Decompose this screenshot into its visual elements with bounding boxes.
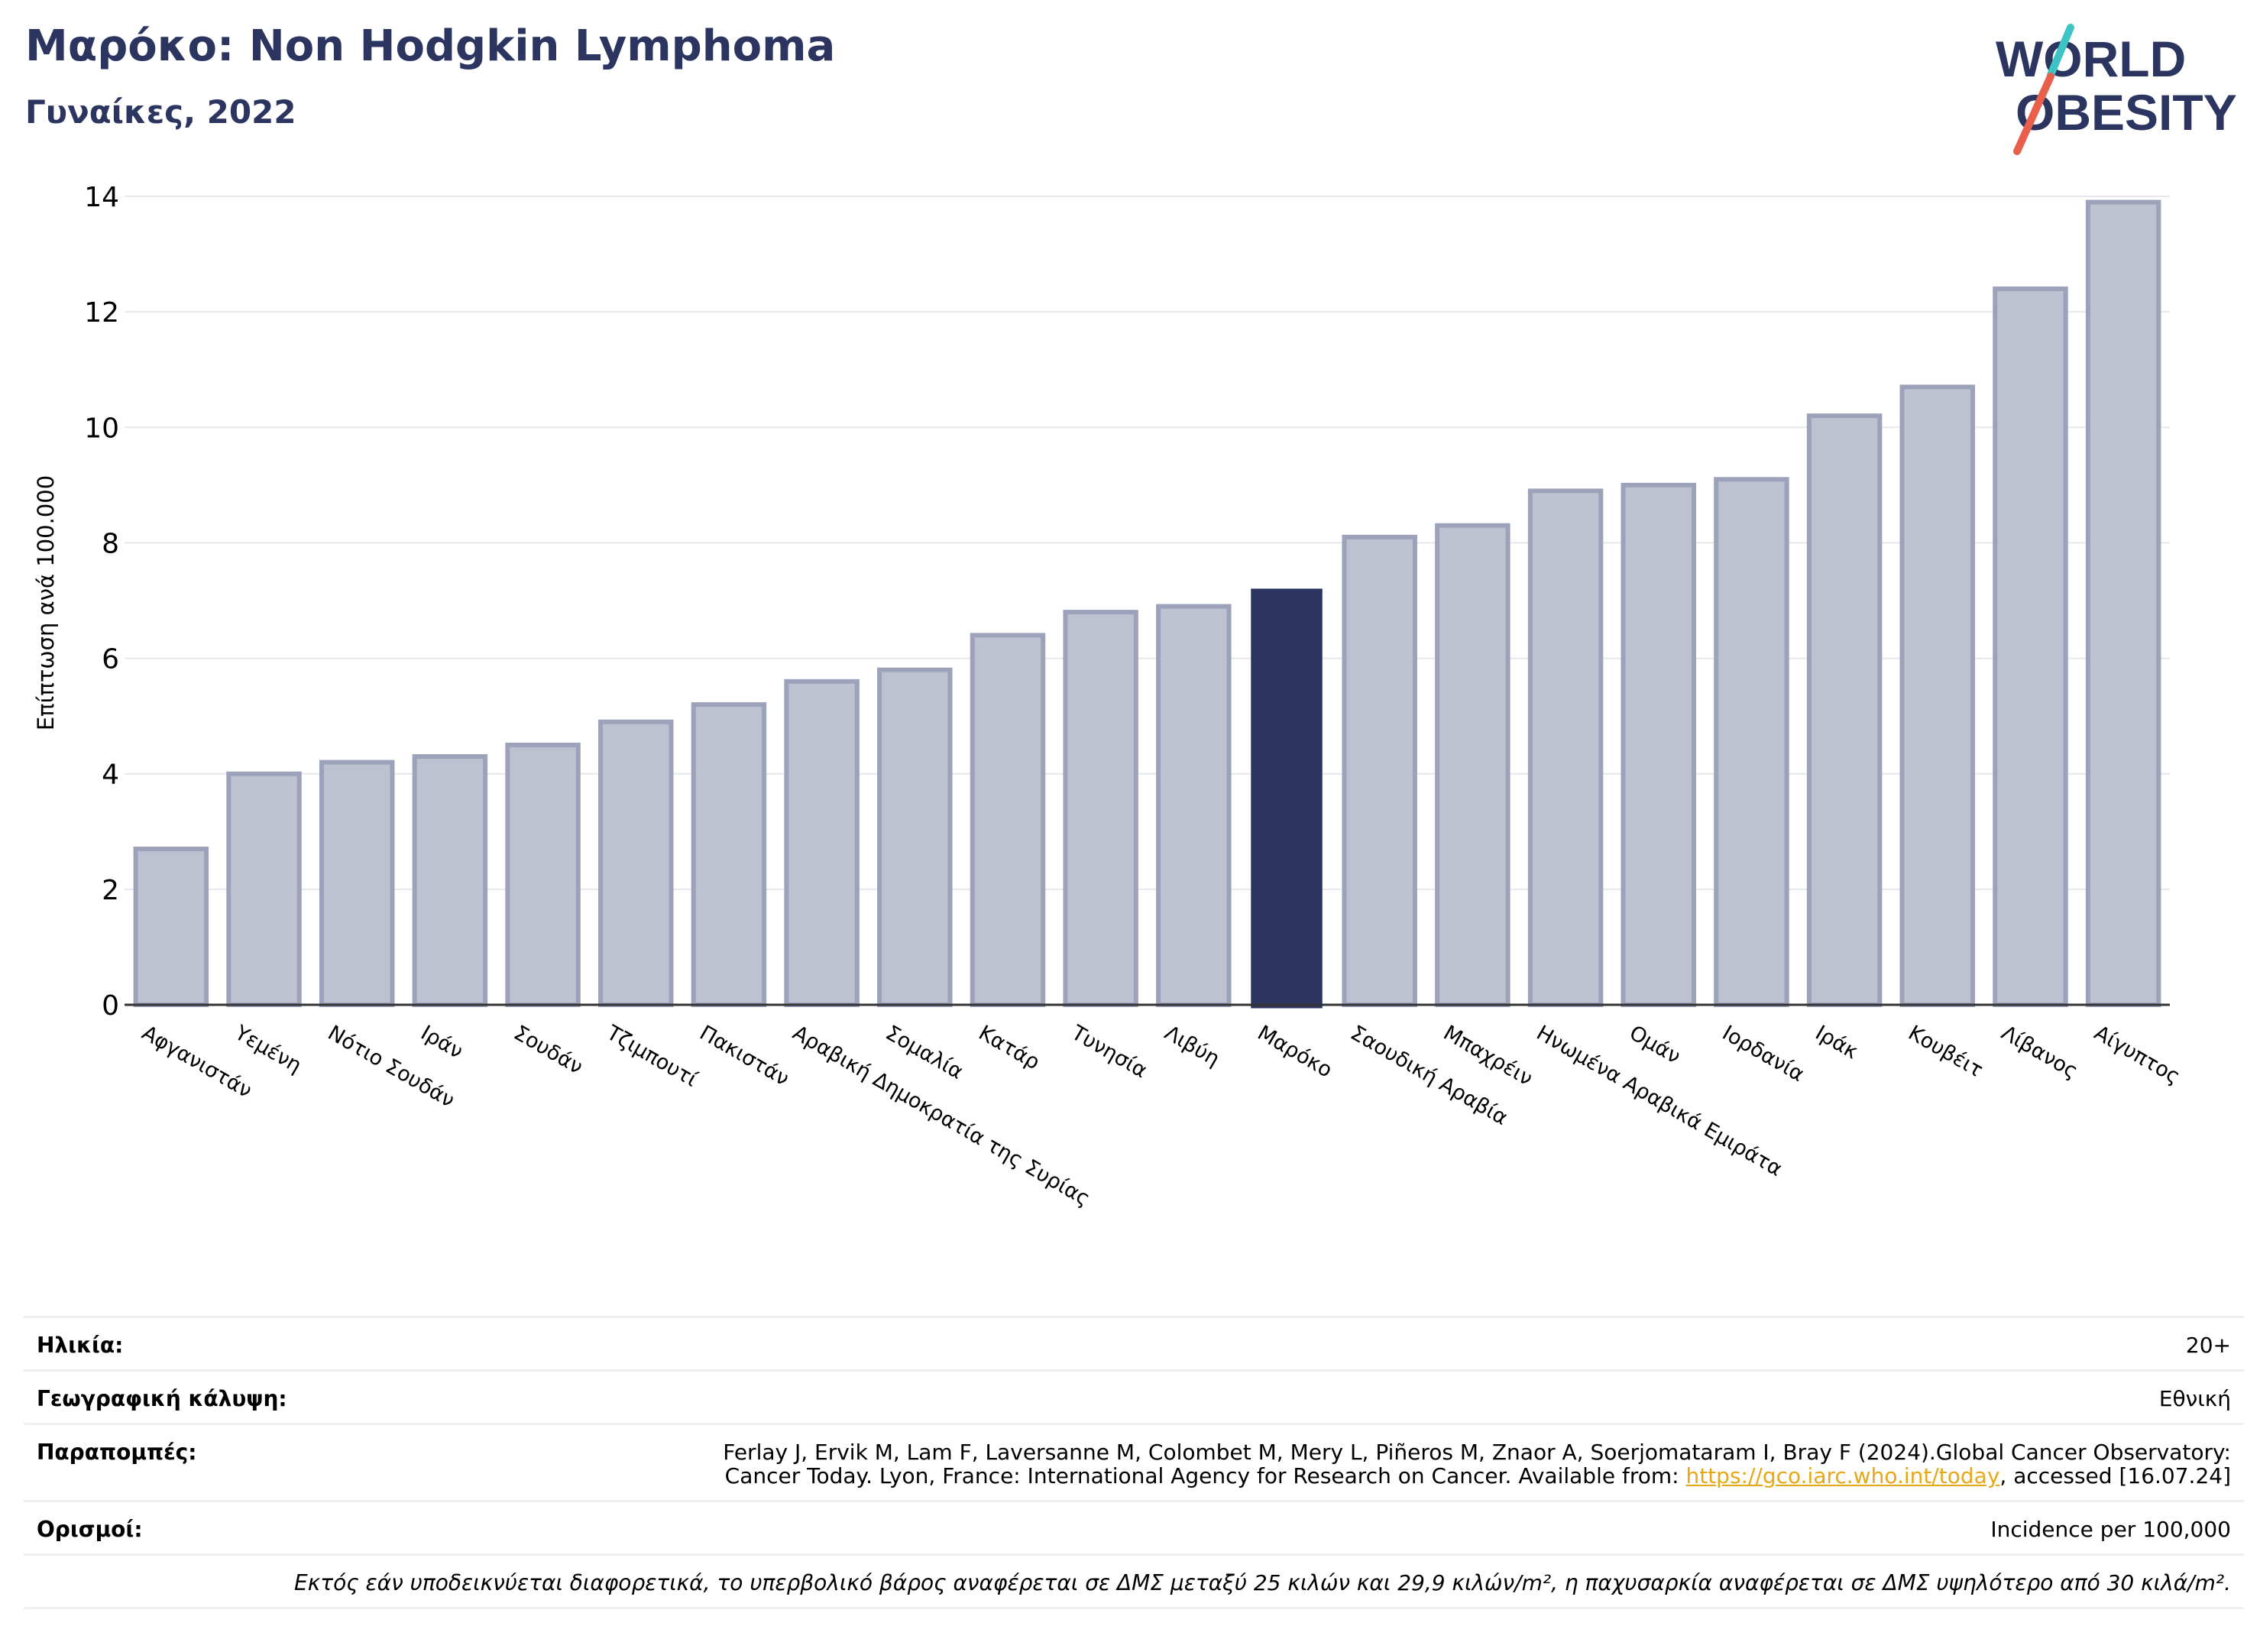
bar-highlight — [1251, 588, 1323, 1009]
bar — [1063, 610, 1138, 1007]
bar — [784, 679, 860, 1007]
bar — [1621, 482, 1696, 1007]
y-tick-label: 6 — [102, 644, 119, 675]
logo-slash-top — [2047, 24, 2074, 79]
references-line1: Ferlay J, Ervik M, Lam F, Laversanne M, … — [723, 1440, 2231, 1465]
y-tick-label: 4 — [102, 760, 119, 791]
x-tick-label: Τυνησία — [1067, 1021, 1151, 1084]
world-obesity-logo: WORLD OBESITY — [1996, 24, 2237, 155]
references-line2-pre: Cancer Today. Lyon, France: Internationa… — [724, 1463, 1686, 1488]
logo-slash-bottom — [2013, 73, 2054, 155]
page-subtitle: Γυναίκες, 2022 — [25, 93, 296, 131]
bar — [1714, 477, 1789, 1007]
y-tick-label: 12 — [84, 297, 119, 329]
y-tick-label: 14 — [84, 182, 119, 213]
page-title: Μαρόκο: Non Hodgkin Lymphoma — [25, 21, 836, 71]
coverage-label: Γεωγραφική κάλυψη: — [37, 1386, 287, 1411]
y-tick-label: 0 — [102, 990, 119, 1022]
references-label: Παραπομπές: — [37, 1440, 197, 1465]
references-line2-post: , accessed [16.07.24] — [1999, 1463, 2231, 1488]
logo-text-line2: OBESITY — [2016, 84, 2237, 141]
bar — [1899, 384, 1976, 1007]
bar — [2085, 199, 2161, 1007]
x-tick-label: Υεμένη — [230, 1021, 306, 1078]
footnote-text: Εκτός εάν υποδεικνύεται διαφορετικά, το … — [294, 1570, 2231, 1595]
x-tick-label: Λίβανος — [1997, 1021, 2082, 1084]
definitions-label: Ορισμοί: — [37, 1517, 143, 1542]
x-tick-label: Λιβύη — [1161, 1021, 1224, 1071]
bar — [505, 742, 581, 1008]
info-row-references: Παραπομπές: Ferlay J, Ervik M, Lam F, La… — [24, 1423, 2244, 1500]
bar — [319, 760, 395, 1007]
bar — [1993, 286, 2068, 1007]
x-tick-label: Τζιμπουτί — [602, 1021, 701, 1092]
references-value: Ferlay J, Ervik M, Lam F, Laversanne M, … — [723, 1440, 2231, 1488]
bar — [1435, 523, 1510, 1007]
info-row-coverage: Γεωγραφική κάλυψη: Εθνική — [24, 1369, 2244, 1423]
bar — [691, 702, 767, 1007]
x-tick-label: Ιράν — [416, 1021, 467, 1064]
y-tick-label: 10 — [84, 413, 119, 444]
age-label: Ηλικία: — [37, 1333, 124, 1358]
bar — [1806, 413, 1883, 1007]
bar — [1156, 604, 1232, 1007]
info-row-footnote: Εκτός εάν υποδεικνύεται διαφορετικά, το … — [24, 1553, 2244, 1609]
y-axis-label: Επίπτωση ανά 100.000 — [33, 475, 59, 730]
x-tick-label: Ιράκ — [1812, 1021, 1863, 1064]
x-tick-label: Πακιστάν — [695, 1021, 793, 1091]
x-tick-label: Ομάν — [1625, 1021, 1684, 1069]
bar — [133, 846, 209, 1008]
bar — [970, 633, 1046, 1007]
bar — [226, 771, 302, 1007]
x-tick-label: Σαουδική Αραβία — [1346, 1021, 1511, 1130]
y-tick-label: 2 — [102, 875, 119, 906]
definitions-value: Incidence per 100,000 — [1990, 1517, 2231, 1542]
x-tick-label: Αίγυπτος — [2090, 1021, 2184, 1089]
y-tick-label: 8 — [102, 528, 119, 559]
x-tick-label: Μαρόκο — [1254, 1021, 1336, 1082]
coverage-value: Εθνική — [2158, 1386, 2231, 1411]
logo-text-line1: WORLD — [1996, 31, 2186, 87]
x-tick-label: Σουδάν — [510, 1021, 587, 1079]
x-tick-label: Κατάρ — [974, 1021, 1044, 1074]
info-row-definitions: Ορισμοί: Incidence per 100,000 — [24, 1500, 2244, 1553]
x-tick-label: Ιορδανία — [1718, 1021, 1808, 1087]
x-tick-label: Κουβέιτ — [1904, 1021, 1986, 1082]
bar — [412, 754, 488, 1007]
age-value: 20+ — [2185, 1333, 2231, 1358]
bar — [877, 667, 953, 1008]
bar — [598, 719, 674, 1007]
bar — [1342, 534, 1417, 1007]
info-table: Ηλικία: 20+ Γεωγραφική κάλυψη: Εθνική Πα… — [24, 1316, 2244, 1609]
info-row-age: Ηλικία: 20+ — [24, 1316, 2244, 1369]
bar — [1527, 488, 1604, 1007]
bars — [133, 199, 2161, 1009]
y-tick-labels: 0 2 4 6 8 10 12 14 — [84, 182, 119, 1022]
references-link[interactable]: https://gco.iarc.who.int/today — [1685, 1463, 2000, 1488]
